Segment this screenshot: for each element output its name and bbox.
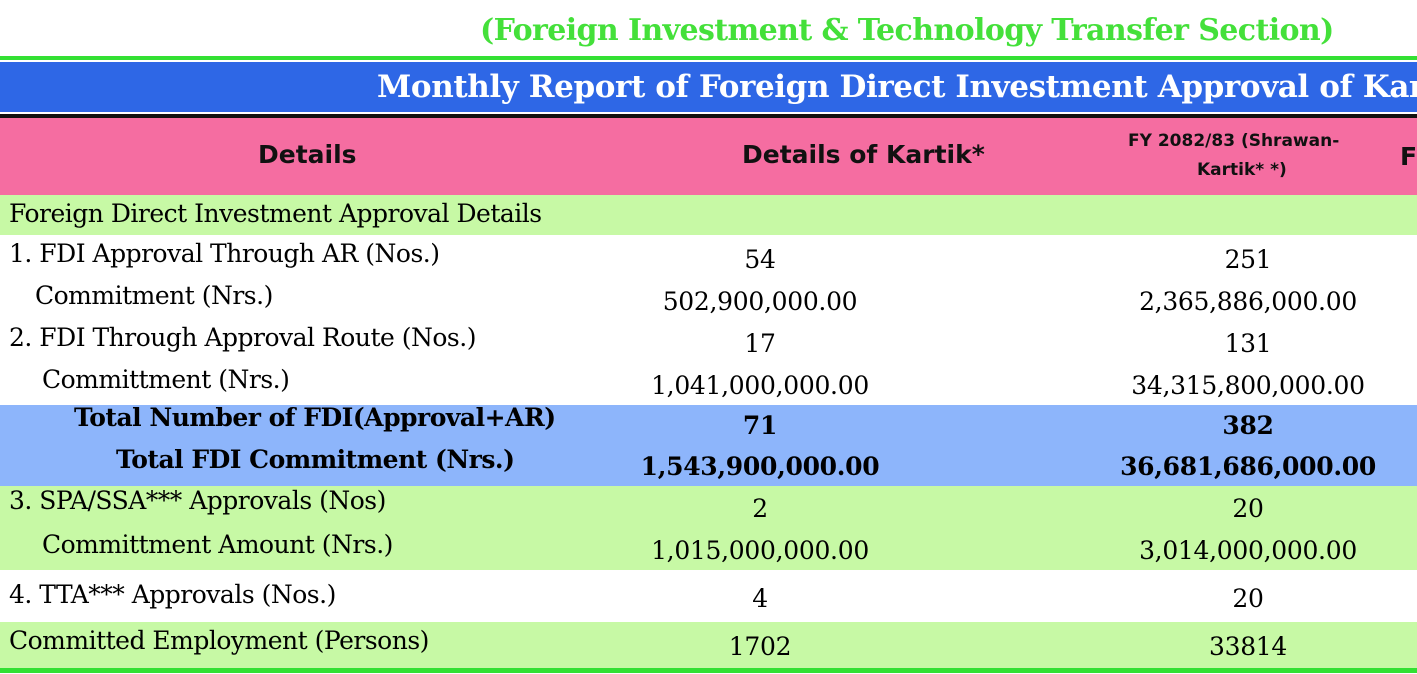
row-label: Total FDI Commitment (Nrs.) xyxy=(116,445,515,474)
section-title: Foreign Direct Investment Approval Detai… xyxy=(9,199,542,228)
month-value: 1,041,000,000.00 xyxy=(651,371,869,400)
fy-value: 251 xyxy=(1224,245,1272,274)
totals-block: Total Number of FDI(Approval+AR) 71 382 … xyxy=(0,403,1417,486)
report-banner: Monthly Report of Foreign Direct Investm… xyxy=(0,62,1417,112)
month-value: 71 xyxy=(742,411,778,440)
month-value: 1,543,900,000.00 xyxy=(640,452,880,481)
fy-value: 20 xyxy=(1232,494,1264,523)
month-value: 4 xyxy=(752,584,768,613)
fy-value: 36,681,686,000.00 xyxy=(1120,452,1376,481)
header-details: Details xyxy=(258,140,357,169)
table-header: Details Details of Kartik* FY 2082/83 (S… xyxy=(0,118,1417,195)
row-label: Committment (Nrs.) xyxy=(42,365,290,394)
section-subtitle: (Foreign Investment & Technology Transfe… xyxy=(480,13,1334,48)
fy-value: 34,315,800,000.00 xyxy=(1131,371,1365,400)
month-value: 54 xyxy=(744,245,776,274)
cut-off-title-fragment xyxy=(585,0,1225,2)
fy-value: 20 xyxy=(1232,584,1264,613)
row-label: Committed Employment (Persons) xyxy=(9,626,429,655)
row-label: Total Number of FDI(Approval+AR) xyxy=(74,403,556,432)
month-value: 17 xyxy=(744,329,776,358)
divider-line xyxy=(0,114,1417,118)
employment-row: Committed Employment (Persons) 1702 3381… xyxy=(0,622,1417,668)
header-month: Details of Kartik* xyxy=(742,140,985,169)
row-label: Committment Amount (Nrs.) xyxy=(42,530,393,559)
spa-block: 3. SPA/SSA*** Approvals (Nos) 2 20 Commi… xyxy=(0,486,1417,570)
fy-value: 131 xyxy=(1224,329,1272,358)
fy-value: 382 xyxy=(1222,411,1274,440)
fy-value: 33814 xyxy=(1208,632,1288,661)
fy-value: 3,014,000,000.00 xyxy=(1139,536,1357,565)
row-label: 2. FDI Through Approval Route (Nos.) xyxy=(9,323,476,352)
month-value: 2 xyxy=(752,494,768,523)
row-label: Commitment (Nrs.) xyxy=(35,281,273,310)
month-value: 502,900,000.00 xyxy=(662,287,858,316)
bottom-border xyxy=(0,668,1417,673)
header-next-col-partial: F xyxy=(1400,142,1417,171)
divider-line xyxy=(0,56,1417,60)
month-value: 1702 xyxy=(728,632,792,661)
header-fy-line2: Kartik* *) xyxy=(1197,160,1287,180)
row-label: 1. FDI Approval Through AR (Nos.) xyxy=(9,239,440,268)
month-value: 1,015,000,000.00 xyxy=(651,536,869,565)
row-label: 3. SPA/SSA*** Approvals (Nos) xyxy=(9,486,386,515)
fy-value: 2,365,886,000.00 xyxy=(1139,287,1357,316)
row-label: 4. TTA*** Approvals (Nos.) xyxy=(9,580,336,609)
tta-row: 4. TTA*** Approvals (Nos.) 4 20 xyxy=(0,570,1417,622)
report-title: Monthly Report of Foreign Direct Investm… xyxy=(377,69,1417,105)
fdi-block: 1. FDI Approval Through AR (Nos.) 54 251… xyxy=(0,235,1417,405)
header-fy-line1: FY 2082/83 (Shrawan- xyxy=(1128,131,1340,151)
section-row: Foreign Direct Investment Approval Detai… xyxy=(0,195,1417,235)
